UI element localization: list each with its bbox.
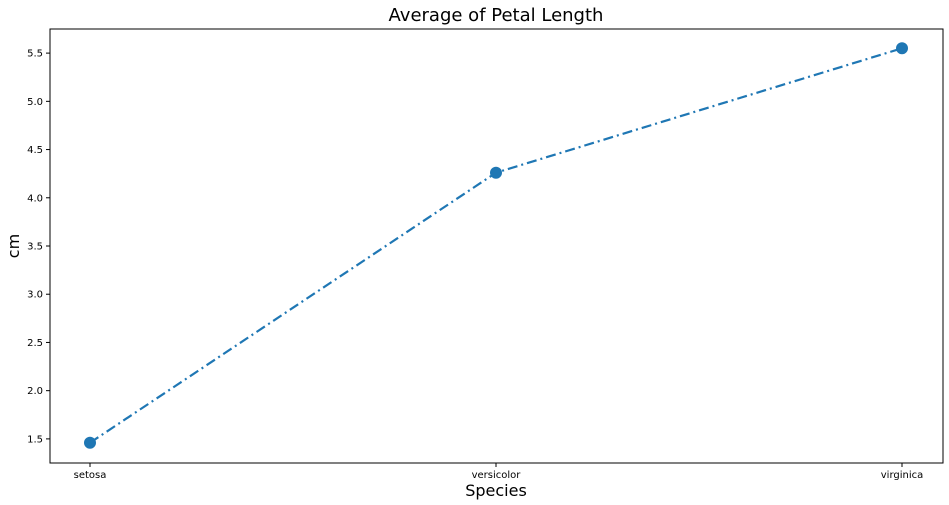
y-tick-label: 3.0 [27, 290, 43, 301]
data-point-virginica [896, 42, 908, 55]
x-axis-label: Species [465, 481, 527, 500]
y-tick-label: 3.5 [27, 242, 43, 253]
y-axis: 1.5 2.0 2.5 3.0 3.5 4.0 4.5 5.0 5.5 [27, 49, 50, 445]
y-tick-label: 5.0 [27, 97, 43, 108]
x-axis: setosa versicolor virginica [74, 463, 924, 481]
x-tick-label: versicolor [472, 470, 522, 481]
y-axis-label: cm [4, 234, 23, 258]
y-tick-label: 1.5 [27, 434, 43, 445]
x-tick-label: virginica [881, 470, 924, 481]
data-point-setosa [84, 436, 96, 449]
y-tick-label: 5.5 [27, 49, 43, 60]
y-tick-label: 2.5 [27, 338, 43, 349]
data-point-versicolor [490, 166, 502, 179]
y-tick-label: 4.0 [27, 193, 43, 204]
y-tick-label: 4.5 [27, 145, 43, 156]
y-tick-label: 2.0 [27, 386, 43, 397]
x-tick-label: setosa [74, 470, 107, 481]
chart-title: Average of Petal Length [389, 5, 604, 26]
series-layer [84, 42, 908, 449]
